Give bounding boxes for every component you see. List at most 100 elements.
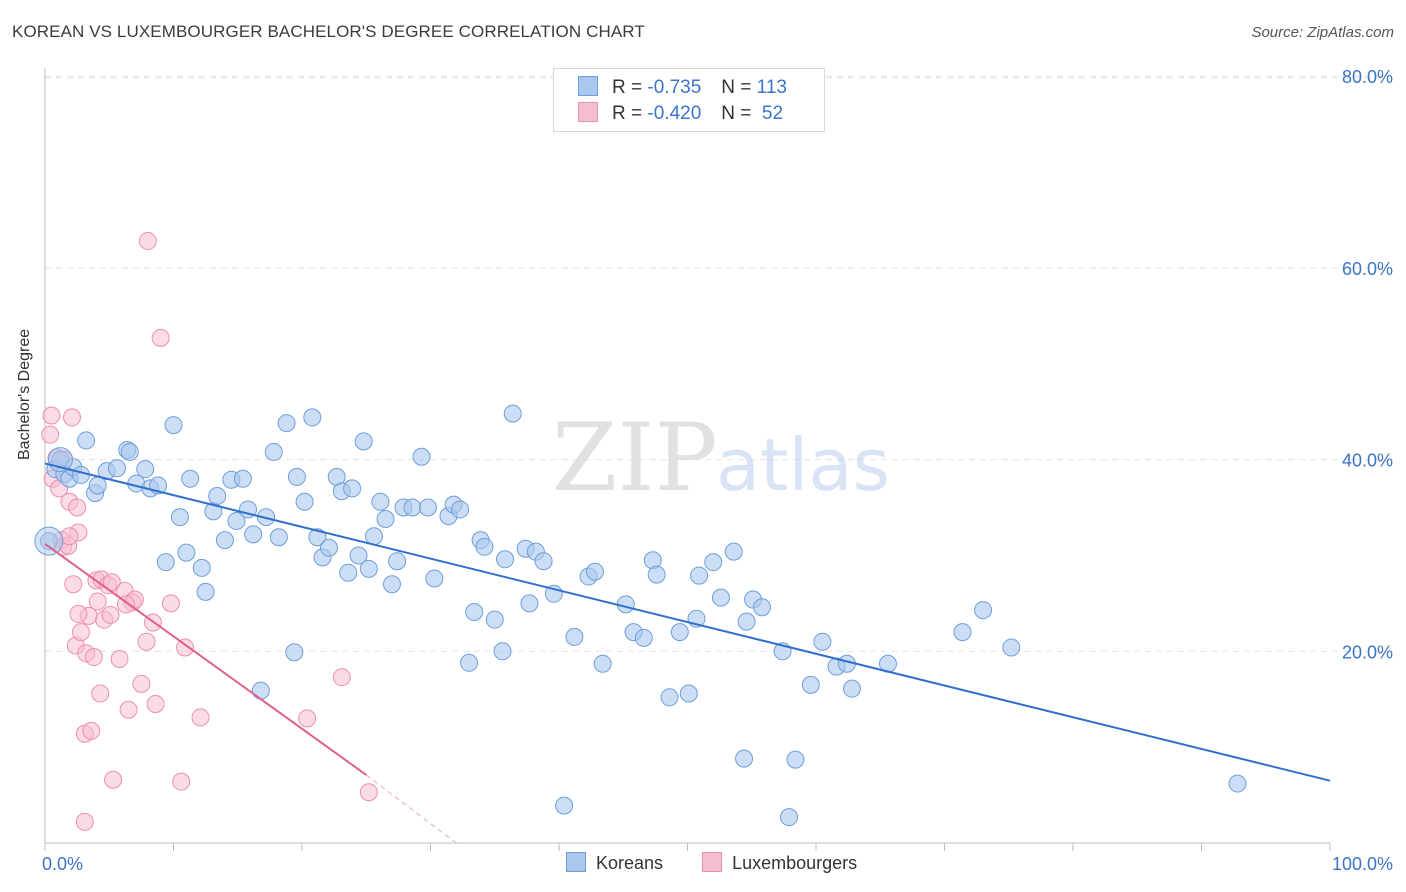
luxembourgers-legend-swatch <box>702 852 723 872</box>
koreans-point <box>277 414 296 433</box>
koreans-point <box>303 408 322 427</box>
koreans-point <box>593 654 612 673</box>
koreans-point <box>704 553 723 572</box>
luxembourgers-point <box>82 721 101 740</box>
koreans-point <box>1002 638 1021 657</box>
watermark-zip: ZIP <box>552 404 718 513</box>
koreans-point <box>382 575 401 594</box>
legend-item-koreans[interactable]: Koreans <box>566 852 663 874</box>
legend-item-luxembourgers[interactable]: Luxembourgers <box>702 852 857 874</box>
koreans-point <box>974 601 993 620</box>
luxembourgers-point <box>101 605 120 624</box>
koreans-point <box>136 460 155 479</box>
koreans-point <box>71 465 90 484</box>
koreans-point <box>475 537 494 556</box>
luxembourgers-point <box>172 772 191 791</box>
luxembourgers-trendline <box>44 543 367 776</box>
n-label: N = <box>721 77 752 98</box>
luxembourgers-point <box>332 668 351 687</box>
chart-source: Source: ZipAtlas.com <box>1251 24 1394 41</box>
luxembourgers-point <box>84 648 103 667</box>
koreans-point <box>339 563 358 582</box>
koreans-point <box>585 562 604 581</box>
koreans-point <box>555 796 574 815</box>
koreans-point <box>786 750 805 769</box>
x-tick-label: 0.0% <box>42 854 83 874</box>
koreans-point <box>460 653 479 672</box>
luxembourgers-point <box>119 700 138 719</box>
trendlines <box>44 462 1331 844</box>
koreans-point <box>177 543 196 562</box>
koreans-point <box>287 467 306 486</box>
koreans-point <box>647 565 666 584</box>
luxembourgers-point <box>359 783 378 802</box>
koreans-point <box>107 459 126 478</box>
koreans-point <box>1228 774 1247 793</box>
koreans-point <box>181 469 200 488</box>
koreans-point <box>403 498 422 517</box>
koreans-point <box>412 447 431 466</box>
watermark-atlas: atlas <box>716 423 890 507</box>
tick-labels: 20.0% 40.0% 60.0% 80.0% 0.0% 100.0% <box>42 67 1393 874</box>
koreans-point <box>388 552 407 571</box>
luxembourgers-point <box>91 684 110 703</box>
koreans-point <box>690 566 709 585</box>
r-label: R = <box>612 103 643 124</box>
y-tick-label: 20.0% <box>1342 642 1393 662</box>
koreans-point <box>565 627 584 646</box>
luxembourgers-point <box>88 592 107 611</box>
y-axis-label: Bachelor's Degree <box>16 328 33 460</box>
r-value-koreans: -0.735 <box>647 77 702 98</box>
koreans-legend-swatch <box>566 852 586 872</box>
stats-legend: R = -0.735 N = 113 R = -0.420 N = 52 <box>553 68 825 132</box>
luxembourgers-point <box>151 328 170 347</box>
n-label: N = <box>721 103 752 124</box>
luxembourgers-point <box>41 425 60 444</box>
koreans-point <box>227 511 246 530</box>
luxembourgers-point <box>60 527 79 546</box>
koreans-point <box>156 553 175 572</box>
luxembourgers-point <box>146 695 165 714</box>
luxembourgers-point <box>132 674 151 693</box>
n-value-koreans: 113 <box>756 77 787 98</box>
koreans-point <box>813 632 832 651</box>
legend-label-luxembourgers: Luxembourgers <box>732 853 858 873</box>
y-tick-label: 60.0% <box>1342 259 1393 279</box>
r-label: R = <box>612 77 643 98</box>
koreans-point <box>670 623 689 642</box>
koreans-points <box>34 404 1247 827</box>
koreans-point <box>77 431 96 450</box>
koreans-point <box>465 603 484 622</box>
watermark: ZIP atlas <box>552 404 890 513</box>
koreans-point <box>196 582 215 601</box>
koreans-point <box>233 469 252 488</box>
luxembourgers-point <box>71 623 90 642</box>
koreans-point <box>842 679 861 698</box>
luxembourgers-point <box>110 649 129 668</box>
y-tick-label: 40.0% <box>1342 451 1393 471</box>
luxembourgers-point <box>191 708 210 727</box>
y-tick-label: 80.0% <box>1342 67 1393 87</box>
koreans-point <box>295 492 314 511</box>
koreans-point <box>359 559 378 578</box>
koreans-point <box>418 498 437 517</box>
luxembourgers-point <box>137 632 156 651</box>
luxembourgers-point <box>104 770 123 789</box>
koreans-point <box>264 442 283 461</box>
koreans-point <box>711 588 730 607</box>
koreans-point <box>520 594 539 613</box>
koreans-point <box>660 688 679 707</box>
koreans-point <box>679 684 698 703</box>
koreans-point <box>343 479 362 498</box>
luxembourgers-point <box>42 406 61 425</box>
luxembourgers-points <box>41 232 378 831</box>
chart-title: KOREAN VS LUXEMBOURGER BACHELOR'S DEGREE… <box>12 22 645 41</box>
n-value-luxembourgers: 52 <box>756 103 784 124</box>
luxembourgers-point <box>75 812 94 831</box>
koreans-point <box>801 675 820 694</box>
koreans-point <box>753 598 772 617</box>
koreans-point <box>354 432 373 451</box>
koreans-point <box>349 546 368 565</box>
koreans-point <box>285 643 304 662</box>
r-value-luxembourgers: -0.420 <box>647 103 702 124</box>
